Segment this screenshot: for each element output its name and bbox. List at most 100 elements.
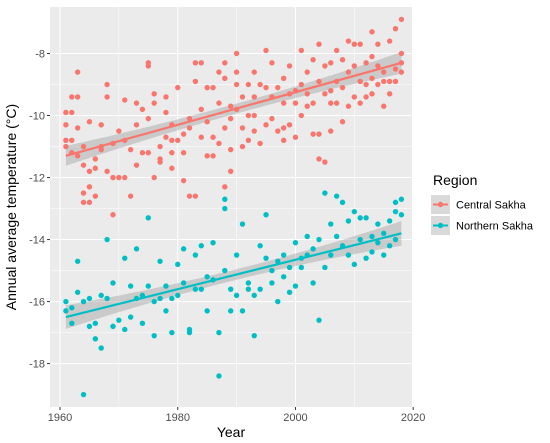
legend-item-northern-sakha: Northern Sakha	[431, 216, 534, 235]
point-central-sakha	[292, 134, 299, 140]
point-northern-sakha	[233, 292, 240, 299]
point-northern-sakha	[163, 308, 169, 314]
point-northern-sakha	[310, 280, 316, 286]
point-central-sakha	[257, 81, 263, 88]
point-central-sakha	[74, 94, 81, 100]
point-central-sakha	[369, 91, 375, 97]
point-northern-sakha	[122, 326, 128, 333]
point-central-sakha	[251, 94, 257, 100]
point-central-sakha	[304, 103, 310, 109]
point-northern-sakha	[392, 208, 399, 215]
point-northern-sakha	[222, 267, 228, 274]
point-central-sakha	[233, 81, 240, 88]
point-northern-sakha	[239, 221, 246, 227]
point-northern-sakha	[392, 199, 399, 206]
point-central-sakha	[204, 153, 210, 159]
legend: Region Central Sakha Northern Sakha	[431, 172, 534, 235]
point-northern-sakha	[398, 212, 405, 218]
point-central-sakha	[263, 122, 269, 128]
point-central-sakha	[122, 174, 128, 181]
point-central-sakha	[286, 122, 293, 128]
grid-major	[50, 7, 412, 407]
y-tick-label: -10	[29, 111, 45, 123]
point-northern-sakha	[269, 267, 275, 274]
point-central-sakha	[363, 94, 369, 100]
point-central-sakha	[316, 41, 322, 47]
point-central-sakha	[145, 150, 151, 156]
point-central-sakha	[251, 112, 257, 119]
point-central-sakha	[245, 81, 252, 88]
point-central-sakha	[316, 78, 322, 85]
point-central-sakha	[357, 100, 363, 106]
point-central-sakha	[310, 100, 316, 106]
point-central-sakha	[269, 60, 275, 66]
point-central-sakha	[69, 109, 75, 116]
point-central-sakha	[157, 143, 163, 150]
point-northern-sakha	[333, 233, 340, 240]
point-central-sakha	[145, 60, 151, 66]
point-northern-sakha	[286, 264, 293, 271]
point-central-sakha	[239, 143, 246, 150]
point-central-sakha	[386, 78, 393, 85]
point-central-sakha	[222, 60, 228, 66]
point-northern-sakha	[280, 274, 287, 280]
point-northern-sakha	[381, 230, 387, 237]
point-northern-sakha	[86, 323, 93, 330]
point-central-sakha	[210, 134, 216, 140]
point-northern-sakha	[263, 212, 269, 218]
point-central-sakha	[339, 119, 346, 125]
point-central-sakha	[116, 128, 122, 134]
point-northern-sakha	[180, 246, 187, 252]
point-central-sakha	[104, 81, 110, 88]
point-central-sakha	[375, 81, 381, 88]
point-central-sakha	[381, 103, 387, 109]
point-northern-sakha	[133, 246, 140, 252]
point-central-sakha	[351, 41, 358, 47]
point-northern-sakha	[222, 196, 228, 202]
point-central-sakha	[322, 91, 328, 97]
point-central-sakha	[375, 63, 381, 69]
x-axis-ticks: 1960 1980 2000 2020	[48, 407, 425, 424]
point-central-sakha	[204, 84, 210, 91]
point-central-sakha	[80, 143, 87, 150]
point-central-sakha	[351, 63, 358, 69]
point-central-sakha	[375, 41, 381, 47]
point-central-sakha	[133, 162, 140, 168]
point-northern-sakha	[375, 221, 381, 227]
point-central-sakha	[233, 50, 240, 57]
point-northern-sakha	[322, 190, 328, 196]
point-central-sakha	[263, 47, 269, 54]
point-central-sakha	[381, 78, 387, 85]
legend-point-northern-sakha	[437, 222, 444, 229]
point-northern-sakha	[63, 308, 69, 314]
point-northern-sakha	[80, 391, 87, 398]
point-northern-sakha	[257, 286, 263, 292]
point-central-sakha	[175, 137, 181, 144]
point-central-sakha	[133, 100, 140, 106]
point-northern-sakha	[127, 283, 134, 289]
point-northern-sakha	[275, 258, 281, 264]
plot-panel	[50, 7, 412, 407]
point-central-sakha	[304, 91, 310, 97]
point-central-sakha	[298, 112, 305, 119]
point-central-sakha	[98, 146, 104, 153]
point-northern-sakha	[310, 246, 316, 252]
point-northern-sakha	[345, 252, 352, 258]
point-central-sakha	[345, 69, 352, 75]
point-central-sakha	[180, 177, 187, 184]
point-central-sakha	[333, 100, 340, 106]
point-central-sakha	[198, 134, 204, 140]
point-northern-sakha	[351, 208, 358, 215]
point-northern-sakha	[198, 286, 204, 292]
point-northern-sakha	[98, 292, 104, 299]
point-northern-sakha	[257, 243, 263, 249]
trend-line-northern-sakha	[65, 232, 402, 319]
point-northern-sakha	[69, 320, 75, 326]
point-northern-sakha	[180, 280, 187, 286]
point-central-sakha	[345, 103, 352, 109]
point-northern-sakha	[222, 205, 228, 212]
y-axis-ticks: -18 -16 -14 -12 -10 -8	[29, 49, 50, 371]
point-central-sakha	[392, 78, 399, 85]
point-central-sakha	[198, 106, 204, 113]
